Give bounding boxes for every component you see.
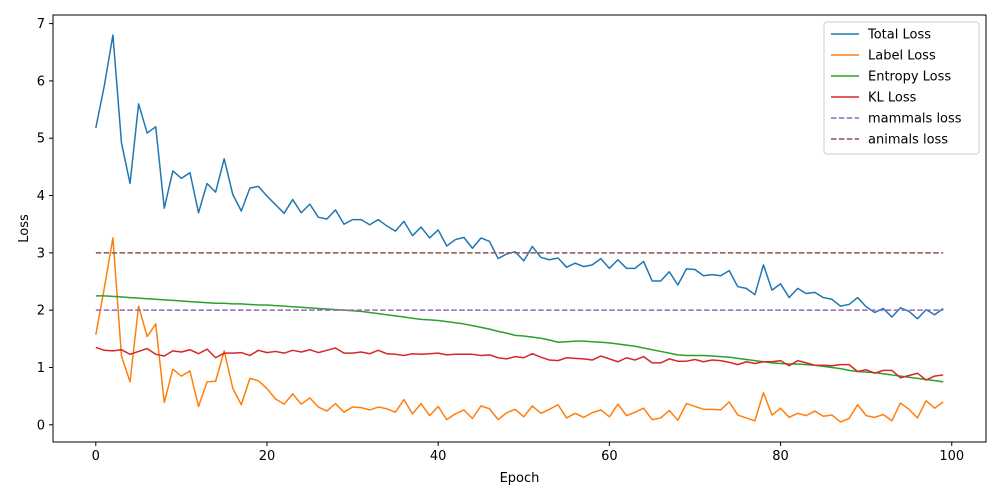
- legend-box: [823, 21, 980, 155]
- x-tick-label: 40: [430, 449, 447, 464]
- series-line-total-loss: [95, 34, 944, 320]
- x-tick-label: 60: [601, 449, 618, 464]
- y-tick-label: 2: [37, 304, 45, 319]
- series-line-label-loss: [95, 237, 944, 423]
- y-tick-label: 1: [37, 361, 45, 376]
- legend-label-entropy-loss: Entropy Loss: [868, 70, 951, 85]
- y-tick-label: 5: [37, 132, 45, 147]
- y-axis-title: Loss: [17, 214, 32, 243]
- y-tick-label: 3: [37, 246, 45, 261]
- y-tick-label: 7: [37, 17, 45, 32]
- y-tick-label: 0: [37, 418, 45, 433]
- x-tick-label: 0: [92, 449, 100, 464]
- x-axis-ticks: 0 20 40 60 80 100: [92, 442, 964, 464]
- series-line-kl-loss: [95, 346, 944, 381]
- legend-label-animals-loss: animals loss: [868, 133, 948, 148]
- legend-label-label-loss: Label Loss: [868, 49, 936, 64]
- y-tick-label: 4: [37, 189, 45, 204]
- x-tick-label: 20: [259, 449, 276, 464]
- y-axis-ticks: 0 1 2 3 4 5 6 7: [37, 17, 53, 433]
- x-axis-title: Epoch: [500, 471, 540, 486]
- plot-area: [95, 34, 944, 423]
- plot-frame: [52, 14, 987, 443]
- x-tick-label: 80: [772, 449, 789, 464]
- legend-label-total-loss: Total Loss: [867, 28, 931, 43]
- legend-label-kl-loss: KL Loss: [868, 91, 917, 106]
- x-tick-label: 100: [939, 449, 964, 464]
- series-line-entropy-loss: [95, 295, 944, 383]
- y-tick-label: 6: [37, 74, 45, 89]
- legend-label-mammals-loss: mammals loss: [868, 112, 962, 127]
